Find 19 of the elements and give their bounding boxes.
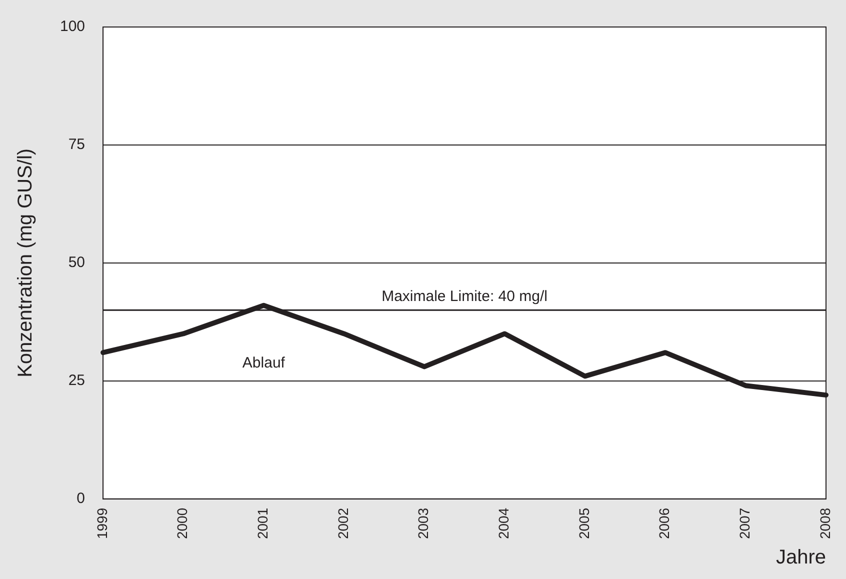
x-tick-label: 1999 xyxy=(94,508,110,540)
y-tick-label: 50 xyxy=(68,254,86,272)
y-axis-title: Konzentration (mg GUS/l) xyxy=(14,148,37,378)
x-axis-title: Jahre xyxy=(776,546,826,569)
y-tick-label: 75 xyxy=(68,136,86,154)
text: Ablauf xyxy=(242,354,286,372)
ref-line-label: Maximale Limite: 40 mg/l xyxy=(382,288,548,305)
y-tick-label: 25 xyxy=(68,372,86,390)
x-tick-label: 2003 xyxy=(415,508,432,540)
x-tick-label: 2007 xyxy=(736,508,753,540)
x-tick-label: 2001 xyxy=(254,508,271,540)
y-tick-label: 100 xyxy=(60,18,86,36)
x-tick-label: 2000 xyxy=(174,508,190,540)
x-tick-label: 2004 xyxy=(496,508,512,540)
x-tick-label: 2008 xyxy=(816,508,833,540)
y-tick-label: 0 xyxy=(76,490,86,507)
x-tick-label: 2005 xyxy=(576,508,592,540)
x-tick-label: 2002 xyxy=(334,508,351,540)
x-tick-label: 2006 xyxy=(656,508,672,540)
